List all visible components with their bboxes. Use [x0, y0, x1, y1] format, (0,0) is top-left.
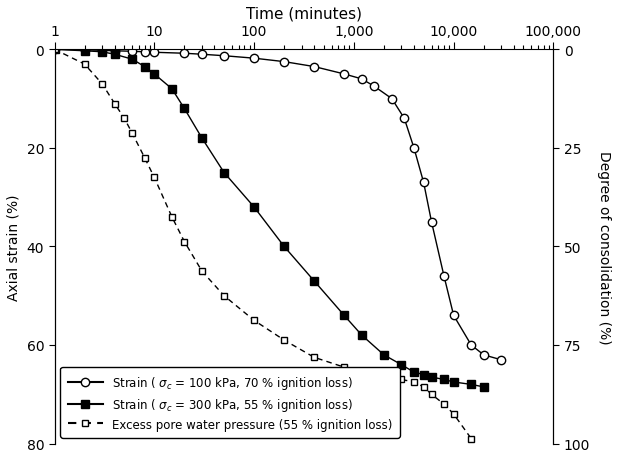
- Y-axis label: Axial strain (%): Axial strain (%): [7, 194, 21, 300]
- Legend: Strain ( $\sigma_c$ = 100 kPa, 70 % ignition loss), Strain ( $\sigma_c$ = 300 kP: Strain ( $\sigma_c$ = 100 kPa, 70 % igni…: [61, 367, 400, 438]
- Y-axis label: Degree of consolidation (%): Degree of consolidation (%): [597, 150, 611, 343]
- X-axis label: Time (minutes): Time (minutes): [246, 7, 362, 22]
